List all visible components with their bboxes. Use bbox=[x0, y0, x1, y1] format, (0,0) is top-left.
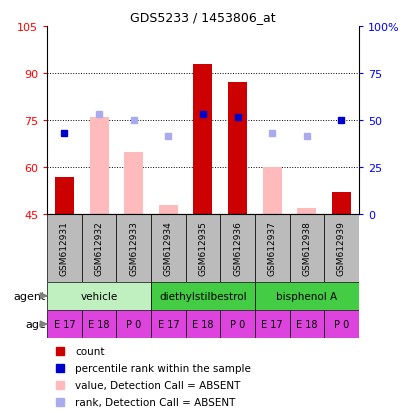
Bar bbox=[331, 193, 350, 215]
FancyBboxPatch shape bbox=[289, 215, 324, 282]
FancyBboxPatch shape bbox=[47, 310, 81, 338]
Bar bbox=[89, 118, 108, 215]
Text: P 0: P 0 bbox=[126, 319, 141, 329]
Text: agent: agent bbox=[14, 291, 46, 301]
Bar bbox=[124, 152, 143, 215]
Text: GSM612932: GSM612932 bbox=[94, 221, 103, 276]
FancyBboxPatch shape bbox=[151, 282, 254, 310]
FancyBboxPatch shape bbox=[254, 282, 358, 310]
Text: age: age bbox=[25, 319, 46, 329]
FancyBboxPatch shape bbox=[81, 310, 116, 338]
FancyBboxPatch shape bbox=[254, 310, 289, 338]
Text: GSM612931: GSM612931 bbox=[60, 221, 69, 276]
Text: GSM612936: GSM612936 bbox=[232, 221, 241, 276]
FancyBboxPatch shape bbox=[220, 215, 254, 282]
FancyBboxPatch shape bbox=[151, 310, 185, 338]
Title: GDS5233 / 1453806_at: GDS5233 / 1453806_at bbox=[130, 11, 275, 24]
Text: vehicle: vehicle bbox=[80, 291, 117, 301]
Text: E 18: E 18 bbox=[88, 319, 110, 329]
Text: E 18: E 18 bbox=[192, 319, 213, 329]
FancyBboxPatch shape bbox=[185, 215, 220, 282]
FancyBboxPatch shape bbox=[324, 215, 358, 282]
FancyBboxPatch shape bbox=[254, 215, 289, 282]
FancyBboxPatch shape bbox=[47, 282, 151, 310]
FancyBboxPatch shape bbox=[220, 310, 254, 338]
Text: bisphenol A: bisphenol A bbox=[276, 291, 337, 301]
Text: rank, Detection Call = ABSENT: rank, Detection Call = ABSENT bbox=[75, 397, 235, 407]
FancyBboxPatch shape bbox=[116, 215, 151, 282]
FancyBboxPatch shape bbox=[324, 310, 358, 338]
FancyBboxPatch shape bbox=[185, 310, 220, 338]
FancyBboxPatch shape bbox=[151, 215, 185, 282]
Bar bbox=[55, 177, 74, 215]
Text: E 17: E 17 bbox=[261, 319, 282, 329]
FancyBboxPatch shape bbox=[81, 215, 116, 282]
Bar bbox=[297, 209, 316, 215]
Text: percentile rank within the sample: percentile rank within the sample bbox=[75, 363, 250, 373]
Bar bbox=[262, 168, 281, 215]
FancyBboxPatch shape bbox=[116, 310, 151, 338]
Bar bbox=[158, 205, 178, 215]
Text: E 17: E 17 bbox=[157, 319, 179, 329]
Text: P 0: P 0 bbox=[229, 319, 245, 329]
Bar bbox=[193, 64, 212, 215]
Text: GSM612938: GSM612938 bbox=[301, 221, 310, 276]
Text: E 18: E 18 bbox=[295, 319, 317, 329]
Text: count: count bbox=[75, 346, 104, 356]
Text: diethylstilbestrol: diethylstilbestrol bbox=[159, 291, 246, 301]
Text: GSM612939: GSM612939 bbox=[336, 221, 345, 276]
FancyBboxPatch shape bbox=[289, 310, 324, 338]
Text: GSM612935: GSM612935 bbox=[198, 221, 207, 276]
Text: value, Detection Call = ABSENT: value, Detection Call = ABSENT bbox=[75, 380, 240, 390]
Text: P 0: P 0 bbox=[333, 319, 348, 329]
Text: GSM612934: GSM612934 bbox=[164, 221, 173, 276]
Text: GSM612937: GSM612937 bbox=[267, 221, 276, 276]
FancyBboxPatch shape bbox=[47, 215, 81, 282]
Text: GSM612933: GSM612933 bbox=[129, 221, 138, 276]
Text: E 17: E 17 bbox=[54, 319, 75, 329]
Bar bbox=[227, 83, 247, 215]
